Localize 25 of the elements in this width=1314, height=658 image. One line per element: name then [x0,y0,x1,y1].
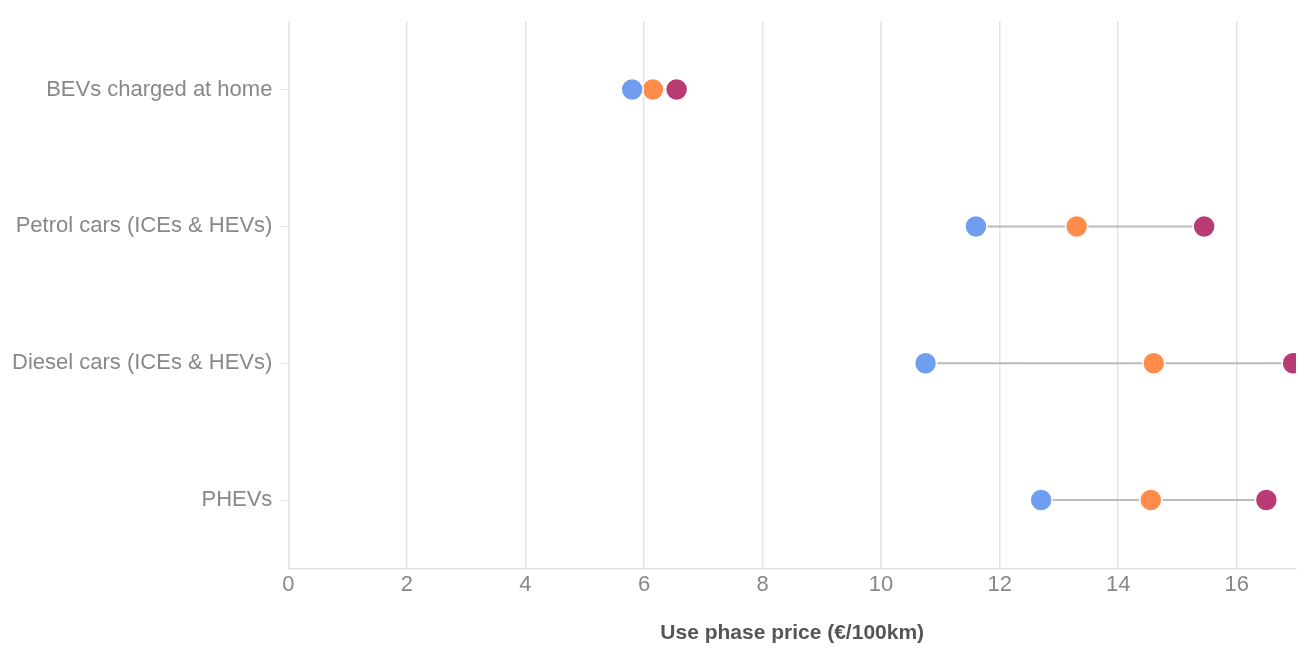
point [1254,488,1279,512]
x-tick-label: 0 [282,570,295,596]
x-tick-label: 10 [868,570,894,596]
point [913,351,938,375]
point [1029,488,1053,512]
x-tick-label: 2 [400,570,414,596]
x-tick-label: 8 [756,570,769,596]
x-tick-label: 6 [637,570,651,596]
point [641,77,665,102]
y-tick-label: Petrol cars (ICEs & HEVs) [15,212,273,238]
point [664,77,689,102]
x-tick-label: 12 [987,570,1012,596]
point [620,77,644,102]
point [964,214,988,239]
point [1139,488,1163,512]
y-tick-label: PHEVs [201,486,273,512]
y-tick-label: Diesel cars (ICEs & HEVs) [11,349,273,375]
x-tick-label: 16 [1224,570,1249,596]
x-tick-label: 14 [1105,570,1131,596]
x-axis-title: Use phase price (€/100km) [660,620,925,644]
point [1142,351,1166,375]
point [1192,214,1216,239]
point [1064,214,1089,239]
y-tick-label: BEVs charged at home [46,75,273,101]
x-tick-label: 4 [519,570,532,596]
